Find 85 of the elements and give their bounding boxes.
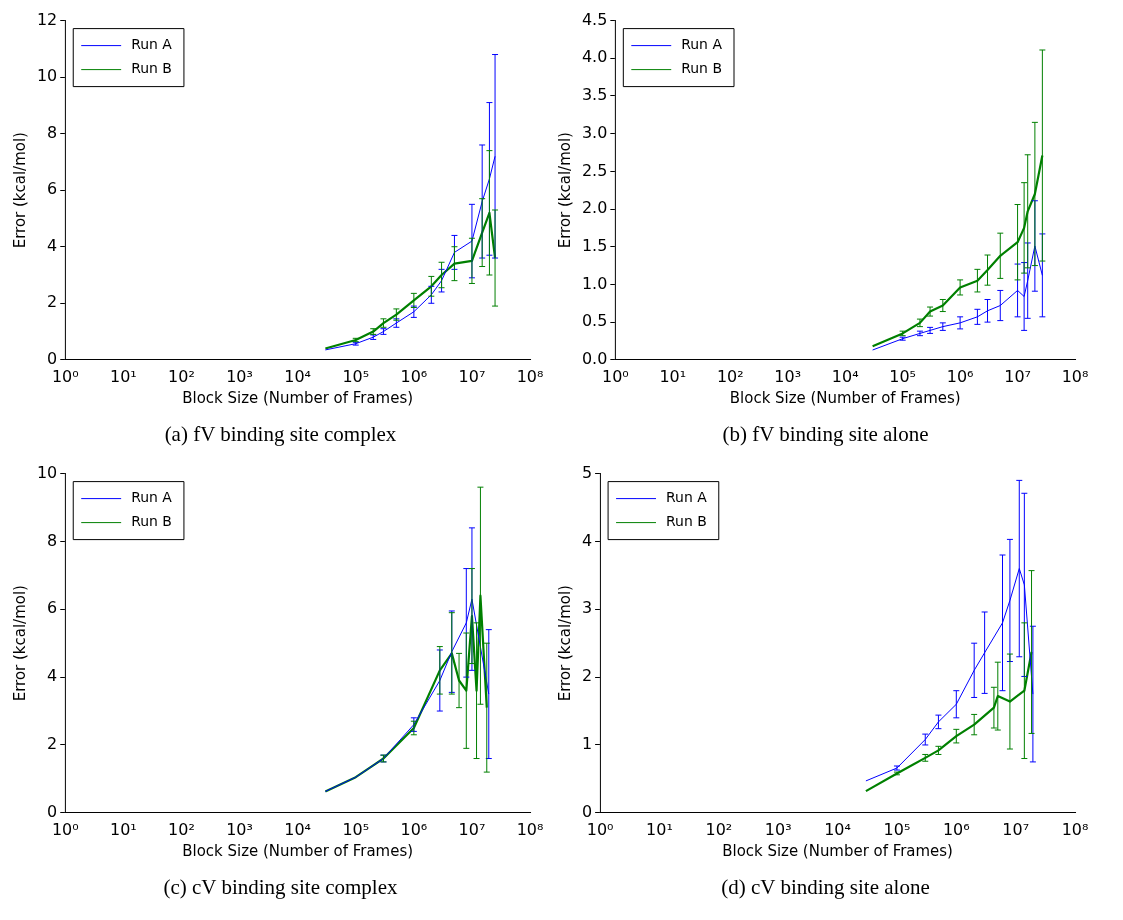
x-tick-label: 10¹ (110, 366, 137, 386)
x-tick-label: 10¹ (659, 366, 687, 386)
y-tick-label: 0 (581, 801, 593, 821)
x-tick-label: 10⁴ (824, 819, 851, 839)
x-axis-title: Block Size (Number of Frames) (729, 388, 961, 407)
x-tick-label: 10⁸ (516, 366, 544, 386)
y-tick-label: 0.0 (581, 348, 608, 368)
x-tick-label: 10⁰ (51, 366, 79, 386)
legend-label: Run B (131, 513, 172, 530)
x-tick-label: 10⁶ (400, 819, 428, 839)
x-tick-label: 10³ (764, 819, 792, 839)
x-tick-label: 10² (716, 366, 744, 386)
y-axis-title: Error (kcal/mol) (10, 132, 29, 249)
text: (d) cV binding site alone (720, 875, 931, 900)
y-tick-label: 2 (581, 666, 593, 686)
y-tick-label: 3.5 (581, 85, 608, 105)
x-axis-title: Block Size (Number of Frames) (182, 388, 413, 407)
legend-label: Run A (131, 36, 173, 53)
y-tick-label: 0 (47, 801, 58, 821)
x-tick-label: 10⁸ (516, 819, 544, 839)
x-tick-label: 10⁵ (883, 819, 911, 839)
x-tick-label: 10³ (226, 366, 253, 386)
x-tick-label: 10⁵ (342, 819, 370, 839)
y-tick-label: 4 (47, 235, 58, 255)
y-tick-label: 12 (36, 9, 58, 29)
x-tick-label: 10⁷ (1002, 819, 1030, 839)
x-axis-title: Block Size (Number of Frames) (722, 841, 953, 860)
x-tick-label: 10² (705, 819, 733, 839)
x-tick-label: 10⁰ (601, 366, 629, 386)
y-tick-label: 1 (581, 734, 593, 754)
y-tick-label: 2.0 (581, 198, 608, 218)
x-tick-label: 10⁰ (51, 819, 79, 839)
x-tick-label: 10² (168, 819, 195, 839)
x-tick-label: 10⁸ (1061, 366, 1089, 386)
x-tick-label: 10³ (226, 819, 253, 839)
legend-label: Run A (681, 36, 723, 53)
y-tick-label: 2 (47, 292, 58, 312)
x-tick-label: 10⁶ (946, 366, 974, 386)
y-tick-label: 4 (581, 530, 593, 550)
x-tick-label: 10⁷ (458, 819, 486, 839)
x-tick-label: 10⁰ (586, 819, 614, 839)
x-tick-label: 10² (168, 366, 195, 386)
y-tick-label: 1.5 (581, 235, 608, 255)
legend-label: Run B (665, 513, 707, 530)
x-tick-label: 10⁶ (400, 366, 428, 386)
y-tick-label: 4.0 (581, 47, 608, 67)
x-tick-label: 10⁶ (942, 819, 970, 839)
y-tick-label: 10 (36, 462, 58, 482)
x-tick-label: 10⁸ (1061, 819, 1089, 839)
legend-label: Run A (665, 489, 708, 506)
x-tick-label: 10⁴ (831, 366, 859, 386)
legend-label: Run A (131, 489, 173, 506)
y-tick-label: 1.0 (581, 273, 608, 293)
y-tick-label: 4 (47, 666, 58, 686)
y-axis-title: Error (kcal/mol) (10, 585, 29, 702)
x-tick-label: 10¹ (646, 819, 673, 839)
text: (c) cV binding site complex (162, 875, 399, 900)
y-tick-label: 0 (47, 348, 58, 368)
y-tick-label: 6 (47, 179, 58, 199)
y-tick-label: 2.5 (581, 160, 608, 180)
x-tick-label: 10⁷ (458, 366, 486, 386)
y-tick-label: 10 (36, 66, 58, 86)
text: (b) fV binding site alone (721, 422, 930, 447)
x-tick-label: 10⁵ (889, 366, 916, 386)
x-tick-label: 10¹ (110, 819, 137, 839)
y-tick-label: 8 (47, 122, 58, 142)
y-tick-label: 3.0 (581, 122, 608, 142)
y-tick-label: 0.5 (581, 311, 608, 331)
y-tick-label: 6 (47, 598, 58, 618)
y-tick-label: 3 (581, 598, 593, 618)
x-tick-label: 10⁴ (284, 366, 311, 386)
legend-label: Run B (131, 60, 172, 77)
x-tick-label: 10⁵ (342, 366, 370, 386)
y-tick-label: 8 (47, 530, 58, 550)
y-tick-label: 5 (581, 462, 593, 482)
x-tick-label: 10³ (774, 366, 802, 386)
x-tick-label: 10⁴ (284, 819, 311, 839)
y-tick-label: 2 (47, 734, 58, 754)
x-tick-label: 10⁷ (1004, 366, 1031, 386)
y-axis-title: Error (kcal/mol) (555, 585, 574, 702)
text: (a) fV binding site complex (163, 422, 398, 447)
y-tick-label: 4.5 (581, 9, 608, 29)
x-axis-title: Block Size (Number of Frames) (182, 841, 413, 860)
legend-label: Run B (681, 60, 722, 77)
y-axis-title: Error (kcal/mol) (555, 132, 574, 249)
